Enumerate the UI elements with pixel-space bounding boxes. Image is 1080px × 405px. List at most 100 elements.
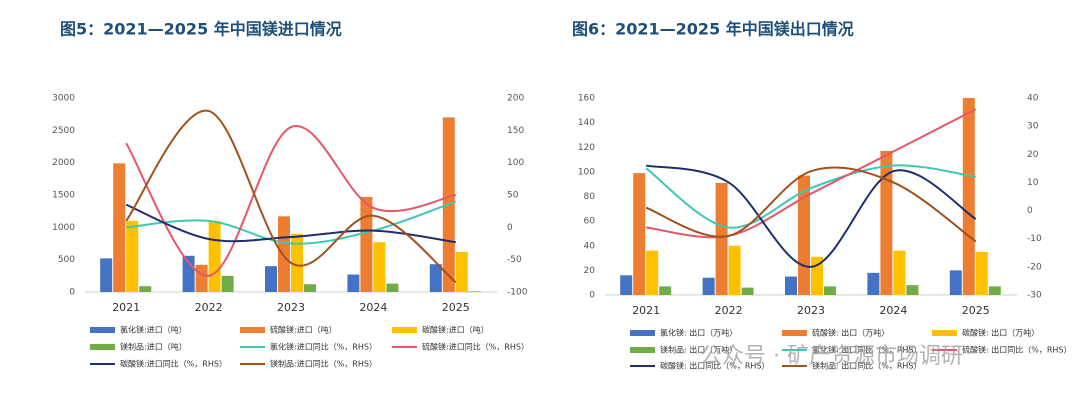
y-tick-label: 100 [578, 167, 595, 177]
legend-label: 碳酸镁:进口（吨） [422, 325, 489, 335]
bar [988, 286, 1001, 295]
bar [126, 220, 139, 292]
y-tick-label: 80 [584, 192, 596, 202]
y-tick-label: 0 [69, 288, 75, 298]
bar [659, 286, 672, 295]
bar [468, 291, 481, 292]
bar [728, 245, 741, 295]
y2-tick-label: -20 [1027, 262, 1042, 272]
legend-label: 硫酸镁:进口（吨） [270, 325, 337, 335]
y2-tick-label: 20 [1027, 150, 1039, 160]
legend-swatch [630, 347, 655, 353]
y2-tick-label: -50 [507, 255, 522, 265]
legend-label: 氯化镁: 出口（万吨） [660, 328, 737, 338]
watermark: 公众号 · 矿产资源市场调研 [700, 344, 963, 369]
line [645, 166, 977, 243]
legend-label: 氯化镁:进口同比（%，RHS） [270, 342, 377, 352]
line [125, 125, 456, 277]
bar [702, 277, 715, 295]
bar [646, 250, 659, 295]
legend-swatch [932, 330, 957, 336]
legend-swatch [782, 330, 807, 336]
bar [741, 287, 754, 295]
legend-swatch [392, 327, 417, 333]
bar [360, 196, 373, 292]
bar [962, 98, 975, 295]
y-tick-label: 1500 [52, 191, 75, 201]
bar [113, 163, 126, 292]
legend-label: 碳酸镁:进口同比（%，RHS） [120, 359, 227, 369]
legend-label: 硫酸镁: 出口同比（%，RHS） [962, 345, 1072, 355]
y2-tick-label: 200 [507, 94, 524, 104]
bar [195, 264, 208, 292]
line [125, 203, 456, 244]
bar [304, 284, 316, 292]
y2-tick-label: -100 [507, 288, 528, 298]
legend-swatch [90, 344, 115, 350]
bar [906, 285, 919, 295]
y2-tick-label: 30 [1027, 122, 1039, 132]
bar [715, 182, 728, 295]
bar [633, 173, 646, 295]
bar [620, 275, 633, 295]
bar [100, 258, 113, 292]
bar [880, 150, 893, 295]
y-tick-label: 500 [58, 255, 75, 265]
y-tick-label: 160 [578, 94, 595, 104]
bar [893, 250, 906, 295]
x-tick-label: 2024 [359, 301, 387, 314]
legend-label: 镁制品:进口（吨） [120, 342, 187, 352]
legend-label: 碳酸镁: 出口同比（%，RHS） [660, 361, 770, 371]
y-tick-label: 120 [578, 143, 595, 153]
bar [785, 276, 797, 295]
legend-label: 硫酸镁: 出口（万吨） [812, 328, 889, 338]
legend-label: 碳酸镁: 出口（万吨） [962, 328, 1039, 338]
bar [265, 266, 277, 292]
legend-swatch [240, 327, 265, 333]
bar [221, 275, 234, 292]
y-tick-label: 60 [584, 217, 596, 227]
bar [867, 272, 880, 295]
y2-tick-label: 150 [507, 126, 524, 136]
x-tick-label: 2024 [879, 304, 907, 317]
bar [429, 264, 442, 292]
bar [824, 286, 836, 295]
y-tick-label: 3000 [52, 94, 75, 104]
y2-tick-label: 50 [507, 191, 519, 201]
y-tick-label: 0 [589, 291, 595, 301]
legend-swatch [630, 330, 655, 336]
legend-label: 镁制品:进口同比（%，RHS） [270, 359, 377, 369]
chart-title: 图5：2021—2025 年中国镁进口情况 [60, 20, 342, 39]
bar [347, 274, 360, 292]
y2-tick-label: 0 [1027, 206, 1033, 216]
bar [139, 286, 152, 292]
y-tick-label: 1000 [52, 223, 75, 233]
y-tick-label: 40 [584, 241, 596, 251]
line [646, 108, 977, 239]
y2-tick-label: -30 [1027, 291, 1042, 301]
y-tick-label: 2000 [52, 158, 75, 168]
x-tick-label: 2025 [962, 304, 990, 317]
line [645, 164, 976, 229]
bar [208, 220, 221, 292]
y-tick-label: 2500 [52, 126, 75, 136]
legend-label: 氯化镁: 出口同比（%，RHS） [812, 345, 922, 355]
line [125, 109, 457, 284]
bar [386, 283, 399, 292]
line [126, 200, 457, 245]
legend-swatch [90, 327, 115, 333]
y2-tick-label: -10 [1027, 234, 1042, 244]
y2-tick-label: 10 [1027, 178, 1039, 188]
x-tick-label: 2022 [715, 304, 743, 317]
line [646, 164, 977, 268]
x-tick-label: 2023 [797, 304, 825, 317]
legend-label: 氯化镁:进口（吨） [120, 325, 187, 335]
legend-label: 硫酸镁:进口同比（%，RHS） [422, 342, 529, 352]
x-tick-label: 2021 [112, 301, 140, 314]
x-tick-label: 2023 [277, 301, 305, 314]
x-tick-label: 2022 [195, 301, 223, 314]
y2-tick-label: 40 [1027, 94, 1039, 104]
y-tick-label: 140 [578, 118, 595, 128]
bar [975, 251, 988, 295]
